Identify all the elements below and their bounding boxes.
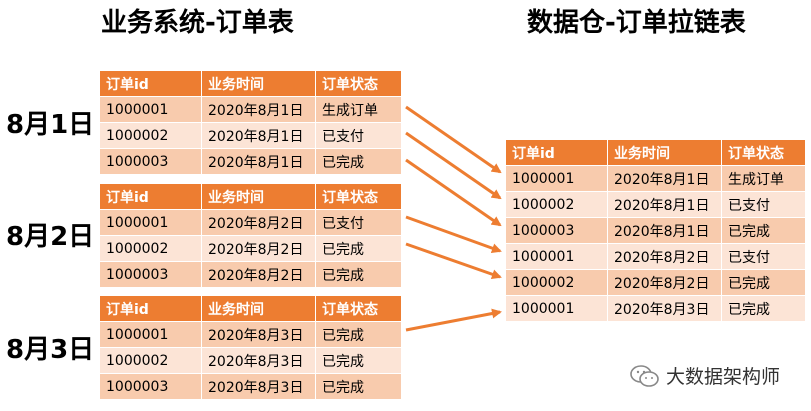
table-header-row: 订单id 业务时间 订单状态 xyxy=(99,183,402,210)
column-header-business-time: 业务时间 xyxy=(607,139,722,166)
cell-order-status: 已完成 xyxy=(315,261,402,288)
cell-business-time: 2020年8月1日 xyxy=(607,191,722,218)
cell-order-id: 1000001 xyxy=(99,321,202,348)
cell-order-id: 1000003 xyxy=(99,148,202,175)
table-row: 1000001 2020年8月2日 已支付 xyxy=(505,243,806,270)
table-header-row: 订单id 业务时间 订单状态 xyxy=(99,295,402,322)
arrow-aug1-row2 xyxy=(405,131,502,200)
table-row: 1000003 2020年8月1日 已完成 xyxy=(505,217,806,244)
cell-business-time: 2020年8月2日 xyxy=(201,209,316,236)
cell-order-status: 已支付 xyxy=(315,209,402,236)
column-header-business-time: 业务时间 xyxy=(201,295,316,322)
table-row: 1000001 2020年8月2日 已支付 xyxy=(99,209,402,236)
day-label-aug1: 8月1日 xyxy=(6,110,95,140)
cell-order-status: 已完成 xyxy=(315,373,402,400)
cell-business-time: 2020年8月1日 xyxy=(607,165,722,192)
column-header-business-time: 业务时间 xyxy=(201,70,316,97)
table-header-row: 订单id 业务时间 订单状态 xyxy=(505,139,806,166)
cell-order-status: 已支付 xyxy=(721,191,806,218)
cell-order-status: 已完成 xyxy=(721,217,806,244)
table-row: 1000002 2020年8月1日 已支付 xyxy=(99,122,402,149)
arrow-aug2-row1 xyxy=(405,215,502,253)
column-header-order-status: 订单状态 xyxy=(315,183,402,210)
cell-order-status: 已完成 xyxy=(721,295,806,322)
wechat-icon xyxy=(630,364,659,387)
table-row: 1000002 2020年8月1日 已支付 xyxy=(505,191,806,218)
cell-order-status: 已支付 xyxy=(315,122,402,149)
column-header-order-status: 订单状态 xyxy=(315,295,402,322)
column-header-order-status: 订单状态 xyxy=(315,70,402,97)
cell-business-time: 2020年8月2日 xyxy=(607,243,722,270)
table-header-row: 订单id 业务时间 订单状态 xyxy=(99,70,402,97)
cell-order-status: 已支付 xyxy=(721,243,806,270)
table-row: 1000003 2020年8月1日 已完成 xyxy=(99,148,402,175)
cell-order-id: 1000002 xyxy=(99,235,202,262)
source-system-title: 业务系统-订单表 xyxy=(101,8,294,38)
cell-business-time: 2020年8月3日 xyxy=(201,321,316,348)
cell-order-id: 1000003 xyxy=(505,217,608,244)
table-row: 1000002 2020年8月3日 已完成 xyxy=(99,347,402,374)
cell-order-id: 1000003 xyxy=(99,373,202,400)
cell-business-time: 2020年8月1日 xyxy=(201,96,316,123)
table-row: 1000001 2020年8月1日 生成订单 xyxy=(505,165,806,192)
warehouse-title: 数据仓-订单拉链表 xyxy=(527,8,746,38)
cell-business-time: 2020年8月3日 xyxy=(201,373,316,400)
column-header-order-status: 订单状态 xyxy=(721,139,806,166)
arrow-aug1-row1 xyxy=(405,105,502,174)
arrow-aug2-row2 xyxy=(405,242,502,280)
column-header-business-time: 业务时间 xyxy=(201,183,316,210)
cell-business-time: 2020年8月3日 xyxy=(201,347,316,374)
table-row: 1000001 2020年8月1日 生成订单 xyxy=(99,96,402,123)
cell-business-time: 2020年8月1日 xyxy=(607,217,722,244)
table-row: 1000002 2020年8月2日 已完成 xyxy=(99,235,402,262)
table-row: 1000001 2020年8月3日 已完成 xyxy=(505,295,806,322)
cell-order-status: 已完成 xyxy=(315,235,402,262)
cell-business-time: 2020年8月1日 xyxy=(201,148,316,175)
cell-business-time: 2020年8月3日 xyxy=(607,295,722,322)
cell-order-id: 1000002 xyxy=(99,122,202,149)
column-header-order-id: 订单id xyxy=(99,70,202,97)
cell-order-id: 1000001 xyxy=(99,96,202,123)
cell-order-status: 生成订单 xyxy=(315,96,402,123)
cell-order-id: 1000002 xyxy=(505,269,608,296)
day-label-aug2: 8月2日 xyxy=(6,222,95,252)
cell-order-id: 1000001 xyxy=(505,295,608,322)
watermark: 大数据架构师 xyxy=(630,362,780,389)
table-row: 1000003 2020年8月2日 已完成 xyxy=(99,261,402,288)
day-label-aug3: 8月3日 xyxy=(6,335,95,365)
table-row: 1000003 2020年8月3日 已完成 xyxy=(99,373,402,400)
watermark-text: 大数据架构师 xyxy=(666,366,781,388)
cell-order-status: 生成订单 xyxy=(721,165,806,192)
column-header-order-id: 订单id xyxy=(99,295,202,322)
source-table-aug2: 订单id 业务时间 订单状态 1000001 2020年8月2日 已支付 100… xyxy=(99,183,402,288)
arrow-aug1-row3 xyxy=(405,158,502,227)
source-table-aug1: 订单id 业务时间 订单状态 1000001 2020年8月1日 生成订单 10… xyxy=(99,70,402,175)
cell-business-time: 2020年8月2日 xyxy=(201,261,316,288)
cell-business-time: 2020年8月1日 xyxy=(201,122,316,149)
cell-order-status: 已完成 xyxy=(315,148,402,175)
cell-order-id: 1000002 xyxy=(505,191,608,218)
arrow-aug3-row1 xyxy=(405,308,502,332)
cell-order-id: 1000001 xyxy=(99,209,202,236)
cell-order-id: 1000001 xyxy=(505,243,608,270)
warehouse-zipper-table: 订单id 业务时间 订单状态 1000001 2020年8月1日 生成订单 10… xyxy=(505,139,806,322)
cell-order-status: 已完成 xyxy=(315,347,402,374)
cell-business-time: 2020年8月2日 xyxy=(607,269,722,296)
cell-order-id: 1000003 xyxy=(99,261,202,288)
source-table-aug3: 订单id 业务时间 订单状态 1000001 2020年8月3日 已完成 100… xyxy=(99,295,402,400)
